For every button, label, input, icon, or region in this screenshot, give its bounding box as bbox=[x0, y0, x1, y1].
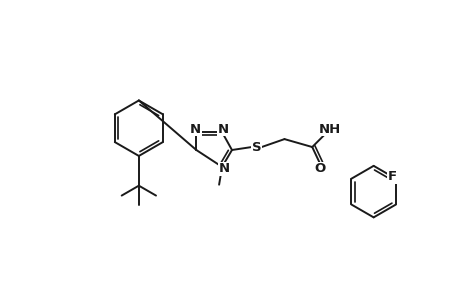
Text: NH: NH bbox=[318, 123, 341, 136]
Text: N: N bbox=[217, 123, 228, 136]
Text: F: F bbox=[386, 170, 396, 183]
Text: N: N bbox=[218, 162, 229, 175]
Text: S: S bbox=[252, 140, 261, 154]
Text: O: O bbox=[314, 162, 325, 175]
Bar bbox=[338, 130, 457, 229]
Text: N: N bbox=[190, 123, 201, 136]
